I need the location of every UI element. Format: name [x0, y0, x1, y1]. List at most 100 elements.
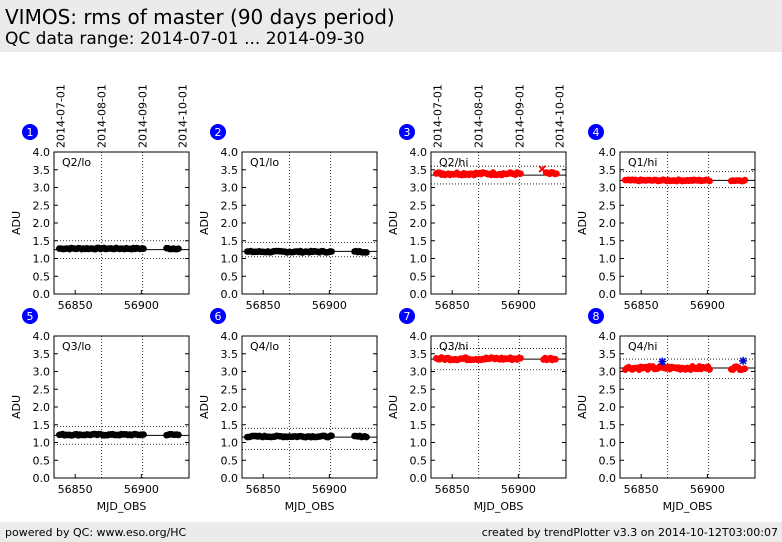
panel-number: 4	[593, 126, 600, 139]
chart-panel-1: 1 0.0 0.5 1.0 1.5 2.0 2.5 3.0 3.5 4.0 56850 56900 AD…	[10, 84, 190, 312]
footer-credit: powered by QC: www.eso.org/HC	[5, 526, 187, 539]
y-tick-label: 4.0	[599, 330, 617, 343]
x-axis-label: MJD_OBS	[285, 500, 335, 513]
data-point	[175, 245, 182, 252]
panel-number-badge	[210, 124, 226, 140]
panel-number-badge	[22, 308, 38, 324]
x-axis-label: MJD_OBS	[663, 500, 713, 513]
y-tick-label: 0.5	[599, 454, 617, 467]
x-tick-label: 56850	[435, 483, 470, 496]
plot-frame	[53, 335, 190, 479]
data-point	[553, 170, 560, 177]
outlier-point	[658, 357, 667, 366]
y-tick-label: 2.5	[410, 199, 428, 212]
page-subtitle: QC data range: 2014-07-01 ... 2014-09-30	[5, 29, 365, 49]
y-tick-label: 0.5	[221, 454, 239, 467]
y-tick-label: 1.5	[410, 235, 428, 248]
data-point	[140, 245, 147, 252]
y-tick-label: 2.5	[221, 199, 239, 212]
y-tick-label: 2.5	[33, 199, 51, 212]
y-tick-label: 1.0	[410, 253, 428, 266]
x-tick-label: 56900	[690, 299, 725, 312]
data-point	[552, 356, 559, 363]
y-tick-label: 1.0	[33, 253, 51, 266]
panel-number: 3	[404, 126, 411, 139]
y-tick-label: 2.0	[410, 217, 428, 230]
outlier-point	[739, 356, 748, 365]
panel-number-badge	[588, 124, 604, 140]
data-point	[328, 248, 335, 255]
y-tick-label: 2.0	[221, 217, 239, 230]
y-tick-label: 2.5	[33, 383, 51, 396]
y-axis-label: ADU	[10, 211, 23, 235]
y-tick-label: 3.5	[599, 164, 617, 177]
quadrant-label: Q2/hi	[439, 156, 468, 169]
y-tick-label: 1.0	[33, 437, 51, 450]
y-tick-label: 0.5	[599, 270, 617, 283]
panel-number: 8	[593, 310, 600, 323]
y-tick-label: 1.5	[410, 419, 428, 432]
y-axis-label: ADU	[576, 211, 589, 235]
y-tick-label: 0.0	[410, 288, 428, 301]
plot-frame	[241, 151, 378, 295]
data-point	[363, 433, 370, 441]
x-tick-label: 56900	[124, 483, 159, 496]
date-tick-label: 2014-08-01	[96, 84, 109, 148]
date-tick-label: 2014-07-01	[55, 84, 68, 148]
plot-frame	[619, 335, 756, 479]
y-tick-label: 2.5	[410, 383, 428, 396]
quadrant-label: Q2/lo	[62, 156, 91, 169]
chart-panel-4: 4 0.0 0.5 1.0 1.5 2.0 2.5 3.0 3.5 4.0 56850 56900 AD…	[576, 124, 756, 312]
y-tick-label: 2.0	[599, 401, 617, 414]
y-tick-label: 3.5	[410, 348, 428, 361]
y-tick-label: 1.5	[599, 419, 617, 432]
y-tick-label: 2.5	[221, 383, 239, 396]
y-axis-label: ADU	[387, 211, 400, 235]
quadrant-label: Q4/lo	[250, 340, 279, 353]
footer-band: powered by QC: www.eso.org/HC created by…	[0, 522, 782, 542]
y-tick-label: 2.0	[599, 217, 617, 230]
x-tick-label: 56900	[501, 483, 536, 496]
chart-panel-6: 6 0.0 0.5 1.0 1.5 2.0 2.5 3.0 3.5 4.0 56850 56900 AD…	[198, 308, 378, 513]
y-tick-label: 2.5	[599, 383, 617, 396]
y-tick-label: 4.0	[599, 146, 617, 159]
panel-number-badge	[210, 308, 226, 324]
x-tick-label: 56850	[435, 299, 470, 312]
panel-number: 1	[27, 126, 34, 139]
plot-frame	[53, 151, 190, 295]
x-axis-label: MJD_OBS	[97, 500, 147, 513]
header-band: VIMOS: rms of master (90 days period) QC…	[0, 0, 782, 52]
data-point	[517, 170, 524, 177]
data-point	[328, 432, 335, 440]
chart-panel-7: 7 0.0 0.5 1.0 1.5 2.0 2.5 3.0 3.5 4.0 56850 56900 AD…	[387, 308, 567, 513]
data-point	[363, 249, 370, 256]
y-tick-label: 0.0	[221, 472, 239, 485]
data-point	[140, 431, 147, 438]
footer-created: created by trendPlotter v3.3 on 2014-10-…	[481, 526, 778, 539]
y-tick-label: 1.0	[221, 253, 239, 266]
y-tick-label: 0.0	[33, 472, 51, 485]
x-tick-label: 56900	[690, 483, 725, 496]
date-tick-label: 2014-10-01	[176, 84, 189, 148]
y-tick-label: 4.0	[33, 146, 51, 159]
y-tick-label: 3.0	[410, 182, 428, 195]
data-point	[517, 354, 524, 362]
y-tick-label: 2.5	[599, 199, 617, 212]
y-tick-label: 0.5	[410, 270, 428, 283]
y-tick-label: 2.0	[33, 401, 51, 414]
panel-number: 7	[404, 310, 411, 323]
y-axis-label: ADU	[198, 395, 211, 419]
x-tick-label: 56900	[501, 299, 536, 312]
y-tick-label: 2.0	[33, 217, 51, 230]
y-tick-label: 3.0	[410, 366, 428, 379]
y-tick-label: 1.0	[410, 437, 428, 450]
y-tick-label: 1.0	[599, 437, 617, 450]
y-tick-label: 0.5	[33, 454, 51, 467]
x-axis-label: MJD_OBS	[474, 500, 524, 513]
y-tick-label: 1.5	[221, 419, 239, 432]
quadrant-label: Q3/hi	[439, 340, 468, 353]
quadrant-label: Q3/lo	[62, 340, 91, 353]
y-tick-label: 3.0	[33, 366, 51, 379]
date-tick-label: 2014-07-01	[432, 84, 445, 148]
